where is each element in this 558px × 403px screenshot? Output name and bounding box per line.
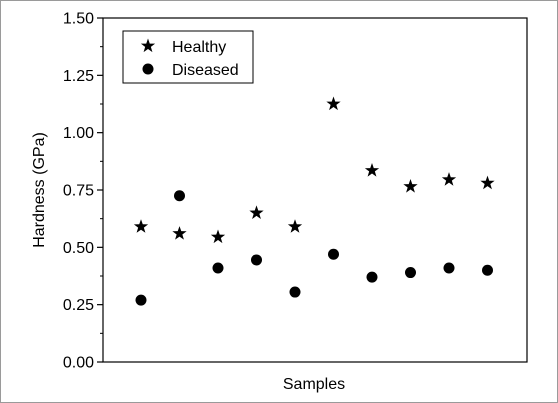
- healthy-point: [403, 179, 418, 193]
- legend-circle-icon: [142, 63, 154, 75]
- legend-star-icon: [140, 38, 156, 53]
- legend-label-healthy: Healthy: [172, 39, 226, 56]
- y-tick-label: 0.25: [63, 297, 94, 314]
- y-tick-label: 1.00: [63, 125, 94, 142]
- y-tick-label: 1.25: [63, 68, 94, 85]
- diseased-point: [366, 271, 378, 283]
- y-tick-label: 1.50: [63, 11, 94, 28]
- y-tick-label: 0.75: [63, 183, 94, 200]
- healthy-point: [441, 172, 457, 186]
- healthy-point: [480, 175, 495, 190]
- diseased-point: [135, 294, 147, 306]
- legend-star-icon: [140, 38, 156, 53]
- healthy-point: [210, 229, 226, 244]
- legend-circle-icon: [142, 63, 154, 75]
- y-tick-label: 0.00: [63, 355, 94, 372]
- healthy-point: [249, 205, 264, 219]
- y-axis-label: Hardness (GPa): [31, 132, 48, 248]
- y-axis-ticks: 0.00 0.25 0.50 0.75 1.00 1.25 1.50: [63, 11, 103, 372]
- legend: Healthy Diseased: [122, 30, 254, 84]
- diseased-point: [212, 262, 224, 274]
- diseased-point: [443, 262, 455, 274]
- legend-box: [122, 30, 254, 84]
- x-axis-label: Samples: [283, 376, 345, 393]
- diseased-point: [405, 267, 416, 279]
- diseased-point: [174, 190, 185, 202]
- healthy-point: [172, 226, 187, 240]
- healthy-point: [326, 96, 341, 111]
- diseased-point: [328, 248, 339, 260]
- y-tick-label: 0.50: [63, 240, 94, 257]
- diseased-point: [482, 264, 493, 276]
- legend-label-diseased: Diseased: [172, 62, 239, 79]
- data-points: [133, 96, 495, 306]
- diseased-point: [251, 254, 262, 266]
- healthy-point: [364, 163, 380, 177]
- healthy-point: [287, 219, 303, 233]
- diseased-point: [289, 286, 301, 298]
- healthy-point: [133, 219, 149, 233]
